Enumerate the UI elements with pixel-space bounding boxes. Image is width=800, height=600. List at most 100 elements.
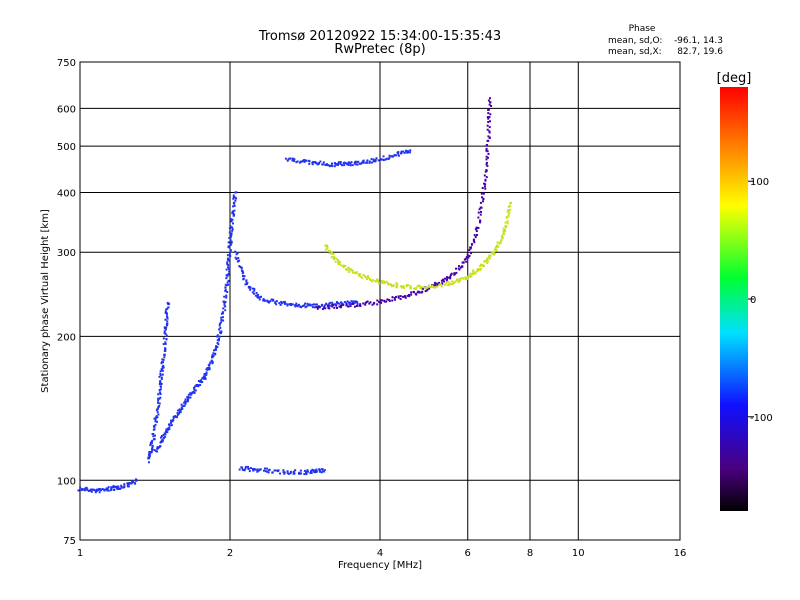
data-point — [314, 161, 317, 164]
data-point — [413, 287, 416, 290]
data-point — [87, 489, 90, 492]
data-point — [161, 358, 164, 361]
data-point — [328, 304, 331, 307]
data-point — [226, 262, 229, 265]
data-point — [231, 229, 234, 232]
data-point — [467, 256, 470, 259]
data-point — [254, 294, 257, 297]
data-point — [328, 165, 331, 168]
data-point — [404, 296, 407, 299]
data-point — [454, 280, 457, 283]
data-point — [391, 296, 394, 299]
data-point — [311, 303, 314, 306]
data-point — [487, 152, 490, 155]
data-point — [386, 298, 389, 301]
data-point — [479, 219, 482, 222]
data-point — [395, 154, 398, 157]
data-point — [330, 304, 333, 307]
data-point — [350, 300, 353, 303]
data-point — [440, 285, 443, 288]
data-point — [384, 300, 387, 303]
data-point — [335, 304, 338, 307]
data-point — [502, 232, 505, 235]
data-point — [286, 159, 289, 162]
data-point — [305, 471, 308, 474]
data-point — [164, 433, 167, 436]
data-point — [250, 467, 253, 470]
data-point — [246, 465, 249, 468]
data-point — [230, 219, 233, 222]
data-point — [482, 197, 485, 200]
data-point — [167, 306, 170, 309]
data-point — [183, 404, 186, 407]
data-point — [260, 295, 263, 298]
data-point — [187, 393, 190, 396]
data-point — [180, 403, 183, 406]
data-point — [118, 487, 121, 490]
data-point — [152, 438, 155, 441]
data-point — [211, 356, 214, 359]
data-point — [495, 249, 498, 252]
data-point — [484, 259, 487, 262]
data-point — [77, 489, 80, 492]
data-point — [472, 239, 475, 242]
data-point — [465, 278, 468, 281]
data-point — [438, 284, 441, 287]
data-point — [226, 281, 229, 284]
y-tick-label: 75 — [63, 536, 76, 547]
data-point — [156, 450, 159, 453]
data-point — [274, 301, 277, 304]
data-point — [170, 424, 173, 427]
data-point — [263, 299, 266, 302]
data-point — [506, 220, 509, 223]
data-point — [197, 385, 200, 388]
data-point — [164, 431, 167, 434]
data-point — [159, 445, 162, 448]
data-point — [449, 273, 452, 276]
data-point — [479, 213, 482, 216]
data-point — [339, 306, 342, 309]
data-point — [166, 316, 169, 319]
data-point — [448, 283, 451, 286]
data-point — [305, 159, 308, 162]
data-point — [434, 285, 437, 288]
data-point — [294, 304, 297, 307]
data-point — [163, 353, 166, 356]
data-point — [486, 128, 489, 131]
data-point — [339, 264, 342, 267]
data-point — [199, 384, 202, 387]
data-point — [462, 277, 465, 280]
data-point — [485, 155, 488, 158]
data-point — [337, 261, 340, 264]
stats-heading: Phase — [629, 24, 656, 34]
data-point — [183, 401, 186, 404]
data-point — [157, 446, 160, 449]
data-point — [486, 164, 489, 167]
data-point — [504, 230, 507, 233]
data-point — [216, 334, 219, 337]
data-point — [427, 284, 430, 287]
data-point — [374, 160, 377, 163]
data-point — [287, 472, 290, 475]
data-point — [253, 468, 256, 471]
data-point — [390, 283, 393, 286]
data-point — [106, 487, 109, 490]
data-point — [230, 218, 233, 221]
data-point — [337, 161, 340, 164]
data-point — [323, 304, 326, 307]
data-point — [92, 488, 95, 491]
data-point — [181, 407, 184, 410]
data-point — [482, 192, 485, 195]
data-point — [342, 266, 345, 269]
data-point — [176, 413, 179, 416]
colorbar — [720, 87, 748, 511]
data-point — [486, 156, 489, 159]
data-point — [328, 302, 331, 305]
data-point — [367, 276, 370, 279]
data-point — [369, 279, 372, 282]
data-point — [466, 275, 469, 278]
data-point — [305, 305, 308, 308]
data-point — [168, 428, 171, 431]
data-point — [407, 284, 410, 287]
data-point — [129, 482, 132, 485]
